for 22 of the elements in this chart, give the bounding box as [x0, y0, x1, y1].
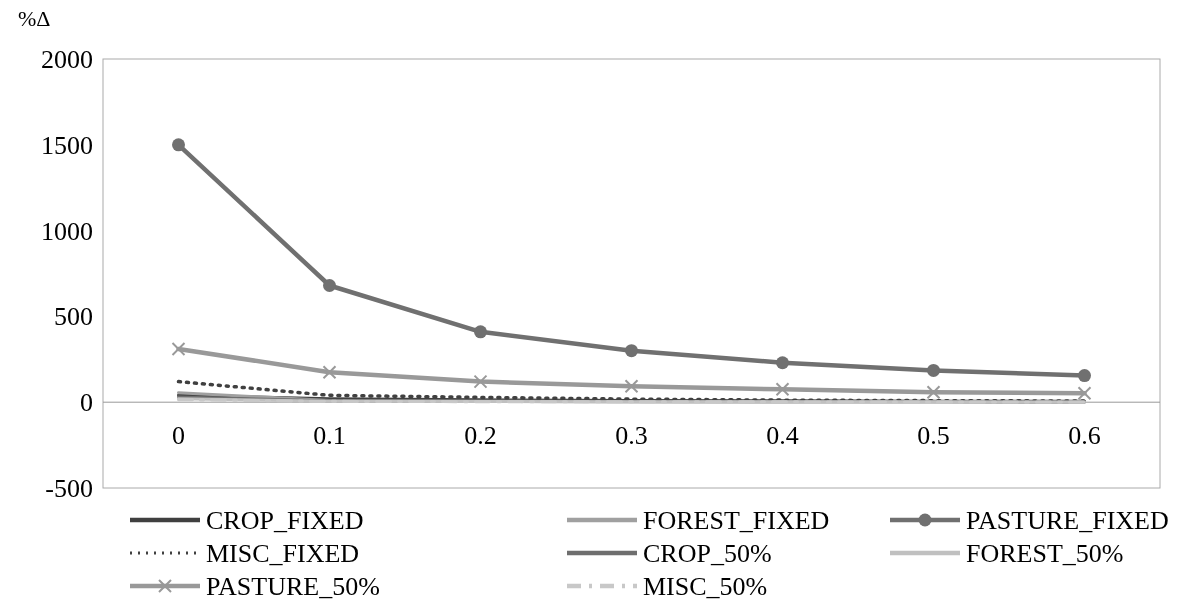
x-tick-label: 0 — [172, 421, 185, 451]
y-tick-label: 500 — [54, 302, 93, 332]
legend-label: MISC_FIXED — [206, 539, 360, 568]
y-tick-label: -500 — [45, 474, 93, 503]
y-axis-title: %Δ — [18, 6, 51, 31]
y-tick-label: 1000 — [41, 216, 93, 246]
x-tick-label: 0.2 — [464, 421, 497, 451]
x-tick-label: 0.1 — [313, 421, 346, 451]
legend-label: CROP_FIXED — [206, 506, 364, 535]
x-tick-label: 0.6 — [1068, 421, 1101, 451]
x-tick-label: 0.3 — [615, 421, 648, 451]
y-tick-label: 1500 — [41, 130, 93, 160]
x-tick-label: 0.5 — [917, 421, 950, 451]
y-tick-label: 2000 — [41, 45, 93, 74]
legend-label: FOREST_50% — [966, 539, 1124, 568]
legend-label: PASTURE_50% — [206, 572, 380, 601]
legend-label: MISC_50% — [643, 572, 768, 601]
legend-label: CROP_50% — [643, 539, 772, 568]
x-tick-label: 0.4 — [766, 421, 799, 451]
legend-label: FOREST_FIXED — [643, 506, 830, 535]
legend-label: PASTURE_FIXED — [966, 506, 1169, 535]
y-tick-label: 0 — [80, 388, 93, 418]
